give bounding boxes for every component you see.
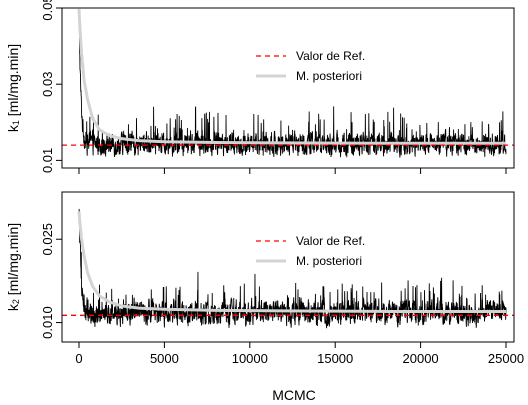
k1-trace-line-group: [78, 8, 507, 158]
k2-legend: Valor de Ref. M. posteriori: [256, 234, 365, 268]
y-tick-label: 0.05: [40, 0, 55, 21]
x-tick-label: 0: [75, 351, 82, 366]
x-axis-label: MCMC: [272, 387, 316, 403]
k2-y-label-main: k: [5, 303, 21, 311]
x-tick-label: 20000: [403, 351, 439, 366]
k2-trace-line-group: [78, 208, 507, 329]
y-tick-label: 0.025: [40, 223, 55, 256]
x-tick-label: 15000: [317, 351, 353, 366]
k2-y-axis-label: k2 [ml/mg.min]: [5, 223, 22, 311]
k1-x-axis: [78, 168, 507, 174]
y-tick-label: 0.01: [40, 148, 55, 173]
k1-legend-ref-label: Valor de Ref.: [296, 49, 365, 63]
k1-y-label-units: [ml/mg.min]: [5, 44, 21, 120]
k1-plot-frame: [61, 7, 515, 169]
k2-y-label-sub: 2: [11, 299, 21, 304]
k1-trace-panel: 0.01 0.03 0.05 k1 [ml/mg.min] Valor de Ref…: [5, 0, 515, 174]
y-tick-label: 0.03: [40, 72, 55, 97]
k1-trace-line: [78, 8, 507, 158]
k1-legend: Valor de Ref. M. posteriori: [256, 49, 365, 83]
k2-trace-line: [78, 208, 507, 329]
x-tick-label: 5000: [150, 351, 179, 366]
k1-posterior-mean-line: [77, 8, 506, 145]
k1-legend-post-label: M. posteriori: [296, 69, 362, 83]
k1-y-label-sub: 1: [11, 120, 21, 125]
k1-y-axis-label: k1 [ml/mg.min]: [5, 44, 22, 132]
k1-y-label-main: k: [5, 124, 21, 132]
k2-posterior-mean-line: [77, 211, 506, 313]
k2-trace-panel: 0.010 0.025 0 5000 10000 15000 20000 25000 k2 …: [5, 191, 524, 403]
k2-x-axis: 0 5000 10000 15000 20000 25000: [75, 342, 524, 366]
x-tick-label: 25000: [488, 351, 524, 366]
x-tick-label: 10000: [232, 351, 268, 366]
y-tick-label: 0.010: [40, 306, 55, 339]
k2-y-label-units: [ml/mg.min]: [5, 223, 21, 299]
k2-legend-post-label: M. posteriori: [296, 254, 362, 268]
k1-y-axis: 0.01 0.03 0.05: [40, 0, 62, 173]
k2-plot-frame: [61, 191, 515, 343]
k2-legend-ref-label: Valor de Ref.: [296, 234, 365, 248]
k2-y-axis: 0.010 0.025: [40, 223, 62, 339]
